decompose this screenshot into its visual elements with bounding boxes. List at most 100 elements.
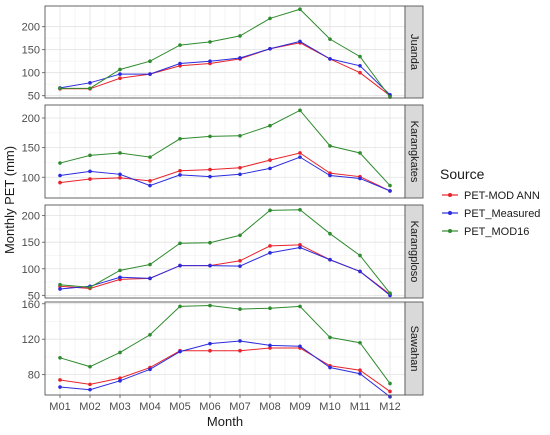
data-point xyxy=(58,356,62,360)
data-point xyxy=(178,61,182,66)
legend-key-point xyxy=(448,193,452,197)
data-point xyxy=(88,285,92,290)
legend-label: PET-MOD ANN xyxy=(464,190,540,202)
y-axis-title: Monthly PET (mm) xyxy=(2,146,17,254)
data-point xyxy=(238,165,242,170)
x-tick-label: M08 xyxy=(259,401,280,413)
series-line xyxy=(59,109,391,186)
x-tick-label: M12 xyxy=(379,401,400,413)
data-point xyxy=(358,340,362,345)
facet-strip-label: Juanda xyxy=(408,34,420,71)
data-point xyxy=(118,268,122,273)
data-point xyxy=(238,348,242,353)
data-point xyxy=(58,378,62,382)
data-point xyxy=(298,207,302,212)
data-point xyxy=(268,251,272,255)
data-point xyxy=(208,174,212,179)
series-line xyxy=(60,42,391,97)
data-point xyxy=(268,244,272,248)
data-point xyxy=(118,67,122,72)
data-point xyxy=(88,382,92,387)
y-tick-label: 150 xyxy=(22,45,40,57)
data-point xyxy=(388,389,392,394)
y-tick-label: 200 xyxy=(22,22,40,34)
y-tick-label: 160 xyxy=(22,299,40,311)
y-tick-label: 100 xyxy=(22,264,40,276)
data-point xyxy=(238,134,242,138)
data-point xyxy=(268,306,272,311)
data-point xyxy=(118,376,122,380)
data-point xyxy=(148,155,152,159)
data-point xyxy=(328,57,332,61)
data-point xyxy=(208,167,212,172)
y-tick-label: 50 xyxy=(28,290,40,302)
panel-juanda: 50 100 150 200 Juanda xyxy=(22,5,424,103)
facet-strip-label: Karangkates xyxy=(408,121,420,183)
data-point xyxy=(178,304,182,309)
data-point xyxy=(298,243,302,247)
data-point xyxy=(208,348,212,353)
data-point xyxy=(58,173,62,178)
data-point xyxy=(268,158,272,162)
data-point xyxy=(148,367,152,372)
data-point xyxy=(328,257,332,262)
data-point xyxy=(298,151,302,155)
data-point xyxy=(388,381,392,386)
y-tick-label: 100 xyxy=(22,68,40,80)
series-line xyxy=(59,156,391,192)
data-point xyxy=(238,172,242,177)
data-point xyxy=(208,341,212,346)
data-point xyxy=(238,34,242,38)
data-point xyxy=(58,180,62,185)
data-point xyxy=(148,332,152,337)
data-point xyxy=(328,231,332,236)
series-line xyxy=(59,40,391,96)
legend-label: PET_MOD16 xyxy=(464,226,529,238)
y-tick-label: 100 xyxy=(22,172,40,184)
data-point xyxy=(328,144,332,148)
data-point xyxy=(238,56,242,60)
data-point xyxy=(238,233,242,238)
data-point xyxy=(298,304,302,309)
data-point xyxy=(268,208,272,213)
y-tick-label: 50 xyxy=(28,91,40,103)
legend-item: PET_MOD16 xyxy=(442,226,529,238)
data-point xyxy=(208,263,212,268)
y-tick-label: 120 xyxy=(22,334,40,346)
series-line xyxy=(59,209,391,294)
data-point xyxy=(328,173,332,178)
panel-karangkates: 100 150 200 Karangkates xyxy=(22,104,424,199)
data-point xyxy=(358,368,362,373)
data-point xyxy=(88,364,92,369)
data-point xyxy=(58,161,62,165)
legend-title: Source xyxy=(440,166,485,182)
x-tick-label: M11 xyxy=(350,401,371,413)
data-point xyxy=(388,183,392,188)
data-point xyxy=(178,136,182,141)
facet-strip xyxy=(404,301,424,396)
legend-label: PET_Measured xyxy=(464,208,540,220)
data-point xyxy=(148,59,152,63)
legend-item: PET-MOD ANN xyxy=(442,190,540,202)
data-point xyxy=(328,335,332,340)
y-tick-label: 150 xyxy=(22,237,40,249)
y-tick-label: 80 xyxy=(28,370,40,382)
data-point xyxy=(388,291,392,296)
data-point xyxy=(178,263,182,268)
data-point xyxy=(238,259,242,263)
data-point xyxy=(58,287,62,291)
y-tick-label: 200 xyxy=(22,113,40,125)
data-point xyxy=(118,151,122,155)
x-axis-title: Month xyxy=(207,414,243,429)
data-point xyxy=(88,169,92,174)
data-point xyxy=(268,16,272,21)
data-point xyxy=(88,177,92,181)
data-point xyxy=(328,365,332,370)
x-tick-label: M02 xyxy=(79,401,100,413)
data-point xyxy=(58,282,62,287)
series-line xyxy=(59,347,391,392)
data-point xyxy=(238,339,242,343)
data-point xyxy=(148,179,152,183)
data-point xyxy=(358,176,362,181)
